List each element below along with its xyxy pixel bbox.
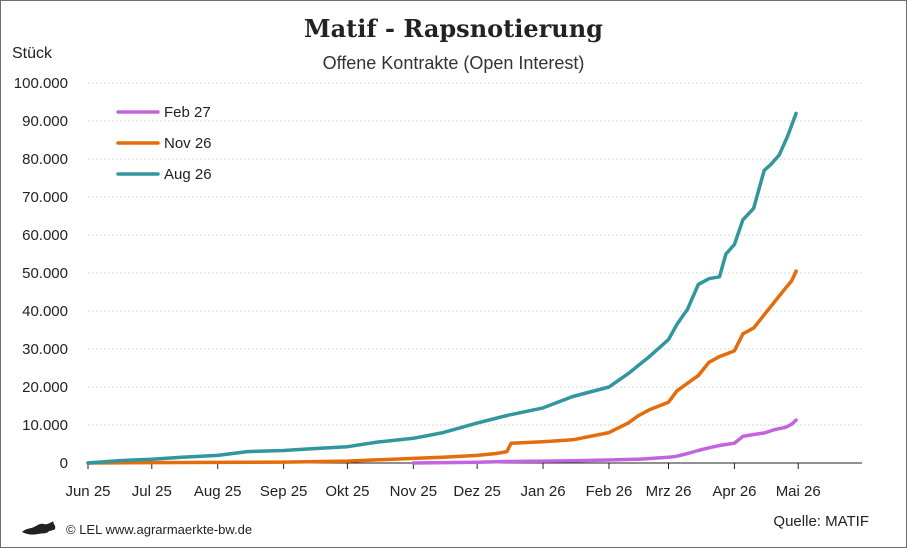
y-tick-label: 10.000 [22, 417, 68, 434]
x-tick-label: Aug 25 [194, 483, 242, 500]
x-tick-label: Okt 25 [325, 483, 369, 500]
copyright-text: © LEL www.agrarmaerkte-bw.de [66, 522, 253, 537]
lion-logo-icon [20, 520, 60, 539]
x-tick-label: Jan 26 [521, 483, 566, 500]
y-tick-label: 40.000 [22, 303, 68, 320]
y-tick-label: 20.000 [22, 379, 68, 396]
legend-label: Feb 27 [164, 104, 211, 121]
y-tick-label: 50.000 [22, 265, 68, 282]
y-axis-label: Stück [12, 45, 53, 62]
x-tick-label: Jul 25 [132, 483, 172, 500]
y-tick-label: 100.000 [14, 75, 68, 92]
footer-copyright: © LEL www.agrarmaerkte-bw.de [20, 520, 252, 539]
x-tick-label: Mrz 26 [646, 483, 692, 500]
chart-title: Matif - Rapsnotierung [304, 14, 603, 43]
y-tick-label: 30.000 [22, 341, 68, 358]
series-line [86, 111, 798, 465]
x-tick-label: Feb 26 [586, 483, 633, 500]
x-tick-label: Dez 25 [453, 483, 501, 500]
y-tick-label: 90.000 [22, 113, 68, 130]
y-tick-label: 0 [60, 455, 68, 472]
x-tick-label: Apr 26 [712, 483, 756, 500]
y-tick-label: 80.000 [22, 151, 68, 168]
chart-subtitle: Offene Kontrakte (Open Interest) [322, 53, 585, 73]
x-tick-label: Jun 25 [65, 483, 110, 500]
x-tick-label: Sep 25 [260, 483, 308, 500]
series-line [411, 418, 798, 465]
x-tick-label: Nov 25 [390, 483, 438, 500]
source-text: Quelle: MATIF [773, 513, 869, 530]
series-line [86, 269, 798, 465]
x-tick-label: Mai 26 [776, 483, 821, 500]
y-tick-label: 60.000 [22, 227, 68, 244]
legend-label: Nov 26 [164, 135, 212, 152]
legend-label: Aug 26 [164, 166, 212, 183]
y-tick-label: 70.000 [22, 189, 68, 206]
